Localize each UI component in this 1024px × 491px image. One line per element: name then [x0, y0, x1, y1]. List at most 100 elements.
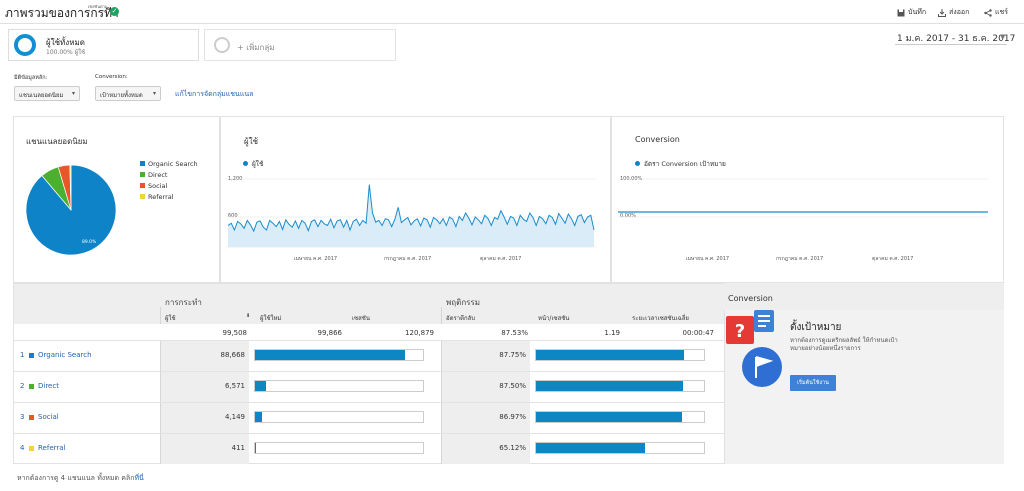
users-bar: [254, 442, 424, 454]
users-x-tick: ตุลาคม ค.ศ. 2017: [480, 256, 522, 262]
bounce-bar-fill: [536, 350, 684, 360]
users-cell-bg: [161, 434, 249, 464]
verified-check-icon: ✓: [110, 7, 119, 16]
bounce-cell-bg: [442, 434, 530, 464]
conv-x-tick: เมษายน ค.ศ. 2017: [686, 256, 730, 262]
pie-legend: Organic Search Direct Social Referral: [140, 158, 198, 202]
users-bar-fill: [255, 443, 256, 453]
users-legend-dot: [243, 161, 248, 166]
date-range-picker[interactable]: 1 ม.ค. 2017 - 31 ธ.ค. 2017: [897, 34, 1016, 44]
pie-slice-referral[interactable]: [69, 164, 72, 211]
segment-percent: 100.00% ผู้ใช้: [46, 49, 86, 56]
total-users: 99,508: [222, 329, 248, 337]
save-label: บันทึก: [908, 8, 927, 16]
export-label: ส่งออก: [949, 8, 970, 16]
get-started-button[interactable]: เริ่มต้นใช้งาน: [790, 375, 836, 391]
pie-legend-item: Social: [140, 180, 198, 191]
channel-link[interactable]: Direct: [38, 382, 59, 390]
bounce-cell-bg: [442, 403, 530, 433]
conv-x-tick: ตุลาคม ค.ศ. 2017: [872, 256, 914, 262]
col-users[interactable]: ผู้ใช้: [165, 315, 176, 322]
col-new-users[interactable]: ผู้ใช้ใหม่: [260, 315, 282, 322]
export-button[interactable]: ส่งออก: [938, 7, 969, 18]
conversion-legend-dot: [635, 161, 640, 166]
page-title: ภาพรวมของการกรทีา: [5, 6, 119, 20]
col-sessions[interactable]: เซสชัน: [352, 315, 370, 322]
channel-color-swatch: [29, 446, 34, 451]
users-bar-fill: [255, 381, 267, 391]
primary-dimension-select[interactable]: แชนเนลยอดนิยม ▾: [14, 86, 80, 101]
legend-label: Direct: [148, 170, 168, 179]
column-divider: [160, 307, 161, 464]
row-divider: [14, 340, 724, 341]
goal-card-header-label: Conversion: [728, 294, 773, 303]
primary-dimension-value: แชนเนลยอดนิยม: [19, 92, 64, 99]
conversion-panel: [611, 116, 1004, 283]
row-bounce-rate: 65.12%: [499, 444, 526, 452]
row-index: 4: [20, 444, 25, 452]
col-bounce-rate[interactable]: อัตราตีกลับ: [446, 315, 476, 322]
footer-link[interactable]: ที่นี่: [134, 474, 144, 482]
users-legend-label: ผู้ใช้: [252, 160, 264, 168]
total-new-users: 99,866: [317, 329, 343, 337]
edit-channel-grouping-link[interactable]: แก้ไขการจัดกลุ่มแชนแนล: [175, 90, 254, 98]
users-series-line[interactable]: [227, 184, 595, 233]
segment-all-users[interactable]: [8, 29, 199, 61]
users-x-tick: กรกฎาคม ค.ศ. 2017: [384, 256, 432, 262]
goals-illustration-icon: ?: [726, 310, 782, 387]
channel-link[interactable]: Organic Search: [38, 351, 92, 359]
sort-desc-icon[interactable]: ⬇: [246, 313, 251, 319]
row-users: 411: [231, 444, 245, 452]
save-button[interactable]: บันทึก: [897, 7, 926, 18]
goal-card-header: [724, 283, 1004, 310]
segment-name: ผู้ใช้ทั้งหมด: [46, 38, 85, 47]
legend-label: Referral: [148, 192, 174, 201]
channel-color-swatch: [29, 415, 34, 420]
row-divider: [14, 371, 724, 372]
channel-link[interactable]: Referral: [38, 444, 66, 452]
users-y-tick: 600: [228, 213, 238, 219]
conversion-value: เป้าหมายทั้งหมด: [100, 92, 143, 99]
chevron-down-icon[interactable]: ▼: [1000, 33, 1006, 41]
users-bar-fill: [255, 350, 405, 360]
row-bounce-rate: 86.97%: [499, 413, 526, 421]
row-bounce-rate: 87.75%: [499, 351, 526, 359]
bounce-cell-bg: [442, 341, 530, 371]
legend-label: Social: [148, 181, 168, 190]
channel-link[interactable]: Social: [38, 413, 59, 421]
channel-color-swatch: [29, 353, 34, 358]
total-pages-per-session: 1.19: [604, 329, 620, 337]
col-pages-per-session[interactable]: หน้า/เซสชัน: [538, 315, 570, 322]
goal-card-description: หากต้องการดูเมตริกผลลัพธ์ ให้กำหนดเป้าหม…: [790, 337, 898, 352]
bounce-bar-fill: [536, 381, 683, 391]
total-bounce-rate: 87.53%: [501, 329, 528, 337]
share-button[interactable]: แชร์: [984, 7, 1008, 18]
primary-dimension-label: มิติข้อมูลหลัก:: [14, 75, 48, 81]
pie-legend-item: Organic Search: [140, 158, 198, 169]
add-segment-button[interactable]: [204, 29, 396, 61]
date-underline: [895, 44, 1007, 45]
legend-swatch: [140, 172, 145, 177]
conversion-select[interactable]: เป้าหมายทั้งหมด ▾: [95, 86, 161, 101]
add-segment-label: + เพิ่มกลุ่ม: [237, 43, 275, 52]
row-users: 88,668: [220, 351, 246, 359]
users-x-tick: เมษายน ค.ศ. 2017: [294, 256, 338, 262]
legend-swatch: [140, 161, 145, 166]
bounce-bar-fill: [536, 412, 683, 422]
users-bar: [254, 380, 424, 392]
conv-x-tick: กรกฎาคม ค.ศ. 2017: [776, 256, 824, 262]
row-divider: [14, 402, 724, 403]
users-area-chart: [226, 178, 596, 248]
users-bar: [254, 349, 424, 361]
channel-color-swatch: [29, 384, 34, 389]
users-bar: [254, 411, 424, 423]
conversion-label: Conversion:: [95, 74, 128, 80]
col-avg-session-duration[interactable]: ระยะเวลาเซสชันเฉลี่ย: [632, 315, 689, 322]
pie-legend-item: Referral: [140, 191, 198, 202]
table-header: [14, 284, 724, 324]
segment-ring-icon: [14, 34, 36, 56]
users-panel: [220, 116, 611, 283]
title-bar: [0, 0, 1024, 24]
chevron-down-icon: ▾: [152, 90, 156, 97]
pie-title: แชนแนลยอดนิยม: [26, 137, 88, 146]
